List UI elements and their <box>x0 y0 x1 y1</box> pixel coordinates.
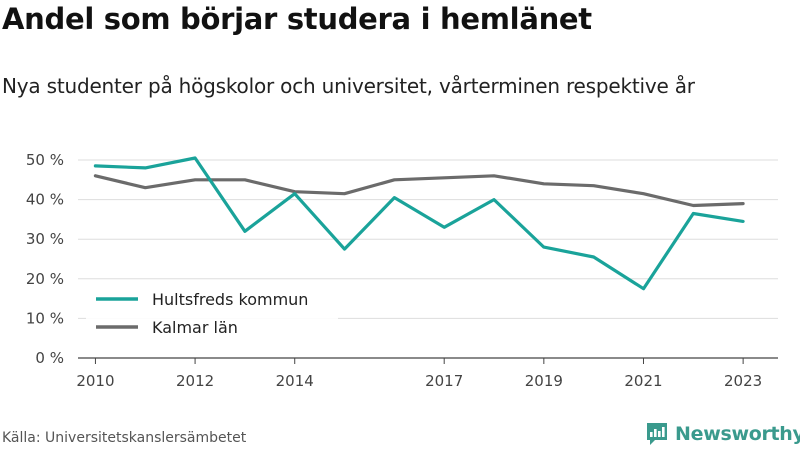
legend-label: Hultsfreds kommun <box>152 290 308 309</box>
y-tick-label: 0 % <box>35 349 64 367</box>
page-subtitle: Nya studenter på högskolor och universit… <box>2 74 695 98</box>
y-axis-ticks: 0 % 10 % 20 % 30 % 40 % 50 % <box>26 151 64 367</box>
series-line-hultsfred <box>93 156 745 291</box>
x-tick-label: 2010 <box>76 372 114 390</box>
brand-logo[interactable]: Newsworthy <box>645 420 800 448</box>
x-tick-label: 2021 <box>624 372 662 390</box>
y-tick-label: 10 % <box>26 309 64 327</box>
x-axis-ticks: 2010 2012 2014 2017 2019 2021 2023 <box>76 358 762 390</box>
page-title: Andel som börjar studera i hemlänet <box>2 2 592 36</box>
newsworthy-logo-icon <box>647 423 667 445</box>
y-tick-label: 50 % <box>26 151 64 169</box>
brand-name: Newsworthy <box>675 423 800 445</box>
x-tick-label: 2019 <box>525 372 563 390</box>
legend-label: Kalmar län <box>152 318 238 337</box>
x-tick-label: 2017 <box>425 372 463 390</box>
y-tick-label: 20 % <box>26 270 64 288</box>
legend-background <box>86 284 338 342</box>
x-tick-label: 2023 <box>724 372 762 390</box>
x-tick-label: 2014 <box>276 372 314 390</box>
y-tick-label: 30 % <box>26 230 64 248</box>
series-line-kalmar <box>93 174 745 208</box>
x-tick-label: 2012 <box>176 372 214 390</box>
source-note: Källa: Universitetskanslersämbetet <box>2 430 247 446</box>
legend: Hultsfreds kommun Kalmar län <box>86 284 338 342</box>
y-tick-label: 40 % <box>26 191 64 209</box>
series-lines <box>93 156 745 291</box>
